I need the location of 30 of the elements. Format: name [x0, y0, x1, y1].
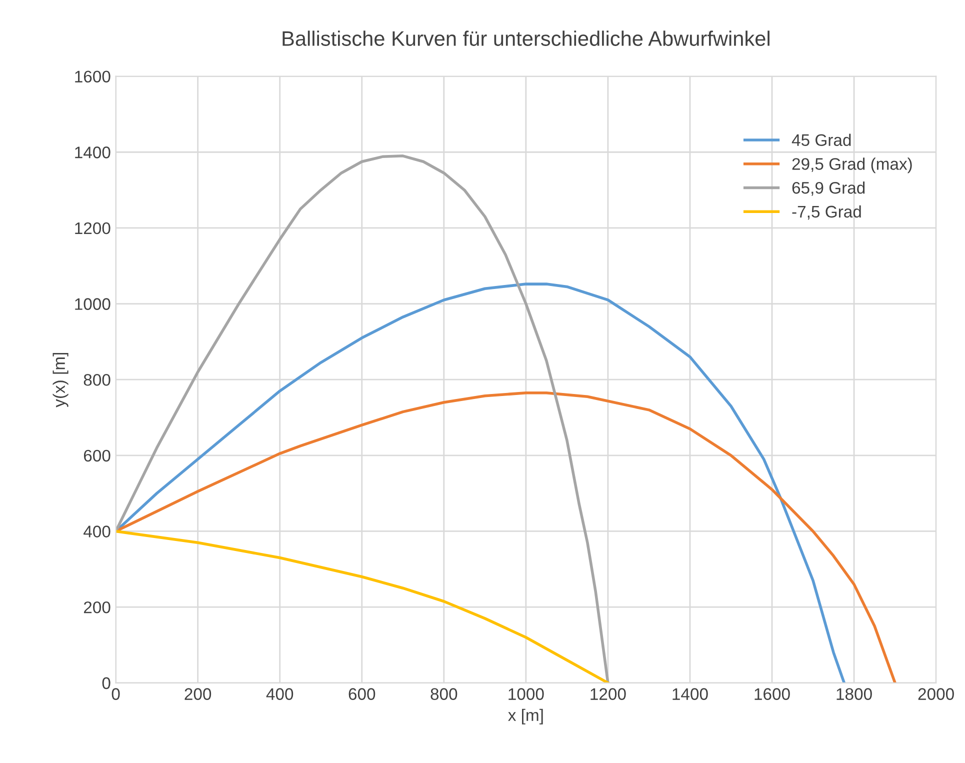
line-series — [116, 391, 896, 683]
y-tick-label: 0 — [102, 677, 110, 690]
chart-title: Ballistische Kurven für unterschiedliche Abwurfwinkel — [282, 30, 770, 46]
line-series — [116, 154, 610, 683]
legend-label: 65,9 Grad — [792, 182, 865, 196]
x-tick-label: 800 — [430, 688, 458, 700]
line-series — [116, 530, 610, 683]
legend-label: 29,5 Grad (max) — [792, 158, 912, 174]
legend-label: 45 Grad — [792, 134, 851, 146]
x-tick-label: 200 — [184, 688, 212, 700]
x-tick-label: 1400 — [672, 688, 708, 700]
y-tick-label: 1400 — [75, 146, 110, 158]
x-tick-label: 1800 — [836, 688, 872, 700]
x-tick-label: 1000 — [508, 688, 544, 700]
x-tick-label: 600 — [348, 688, 376, 700]
y-axis-title: y(x) [m] — [52, 353, 68, 408]
x-tick-label: 0 — [112, 688, 120, 700]
x-axis-title: x [m] — [508, 708, 543, 724]
y-tick-label: 1600 — [75, 70, 110, 83]
x-tick-label: 400 — [266, 688, 294, 700]
x-tick-label: 1200 — [590, 688, 626, 700]
y-tick-label: 1000 — [75, 298, 110, 310]
x-tick-label: 1600 — [754, 688, 790, 700]
y-tick-label: 600 — [84, 450, 110, 462]
y-tick-label: 1200 — [75, 222, 110, 234]
y-tick-label: 400 — [84, 526, 110, 538]
y-tick-label: 800 — [84, 374, 110, 386]
legend-label: -7,5 Grad — [792, 205, 861, 220]
x-tick-label: 2000 — [918, 688, 954, 700]
y-tick-label: 200 — [84, 601, 110, 614]
